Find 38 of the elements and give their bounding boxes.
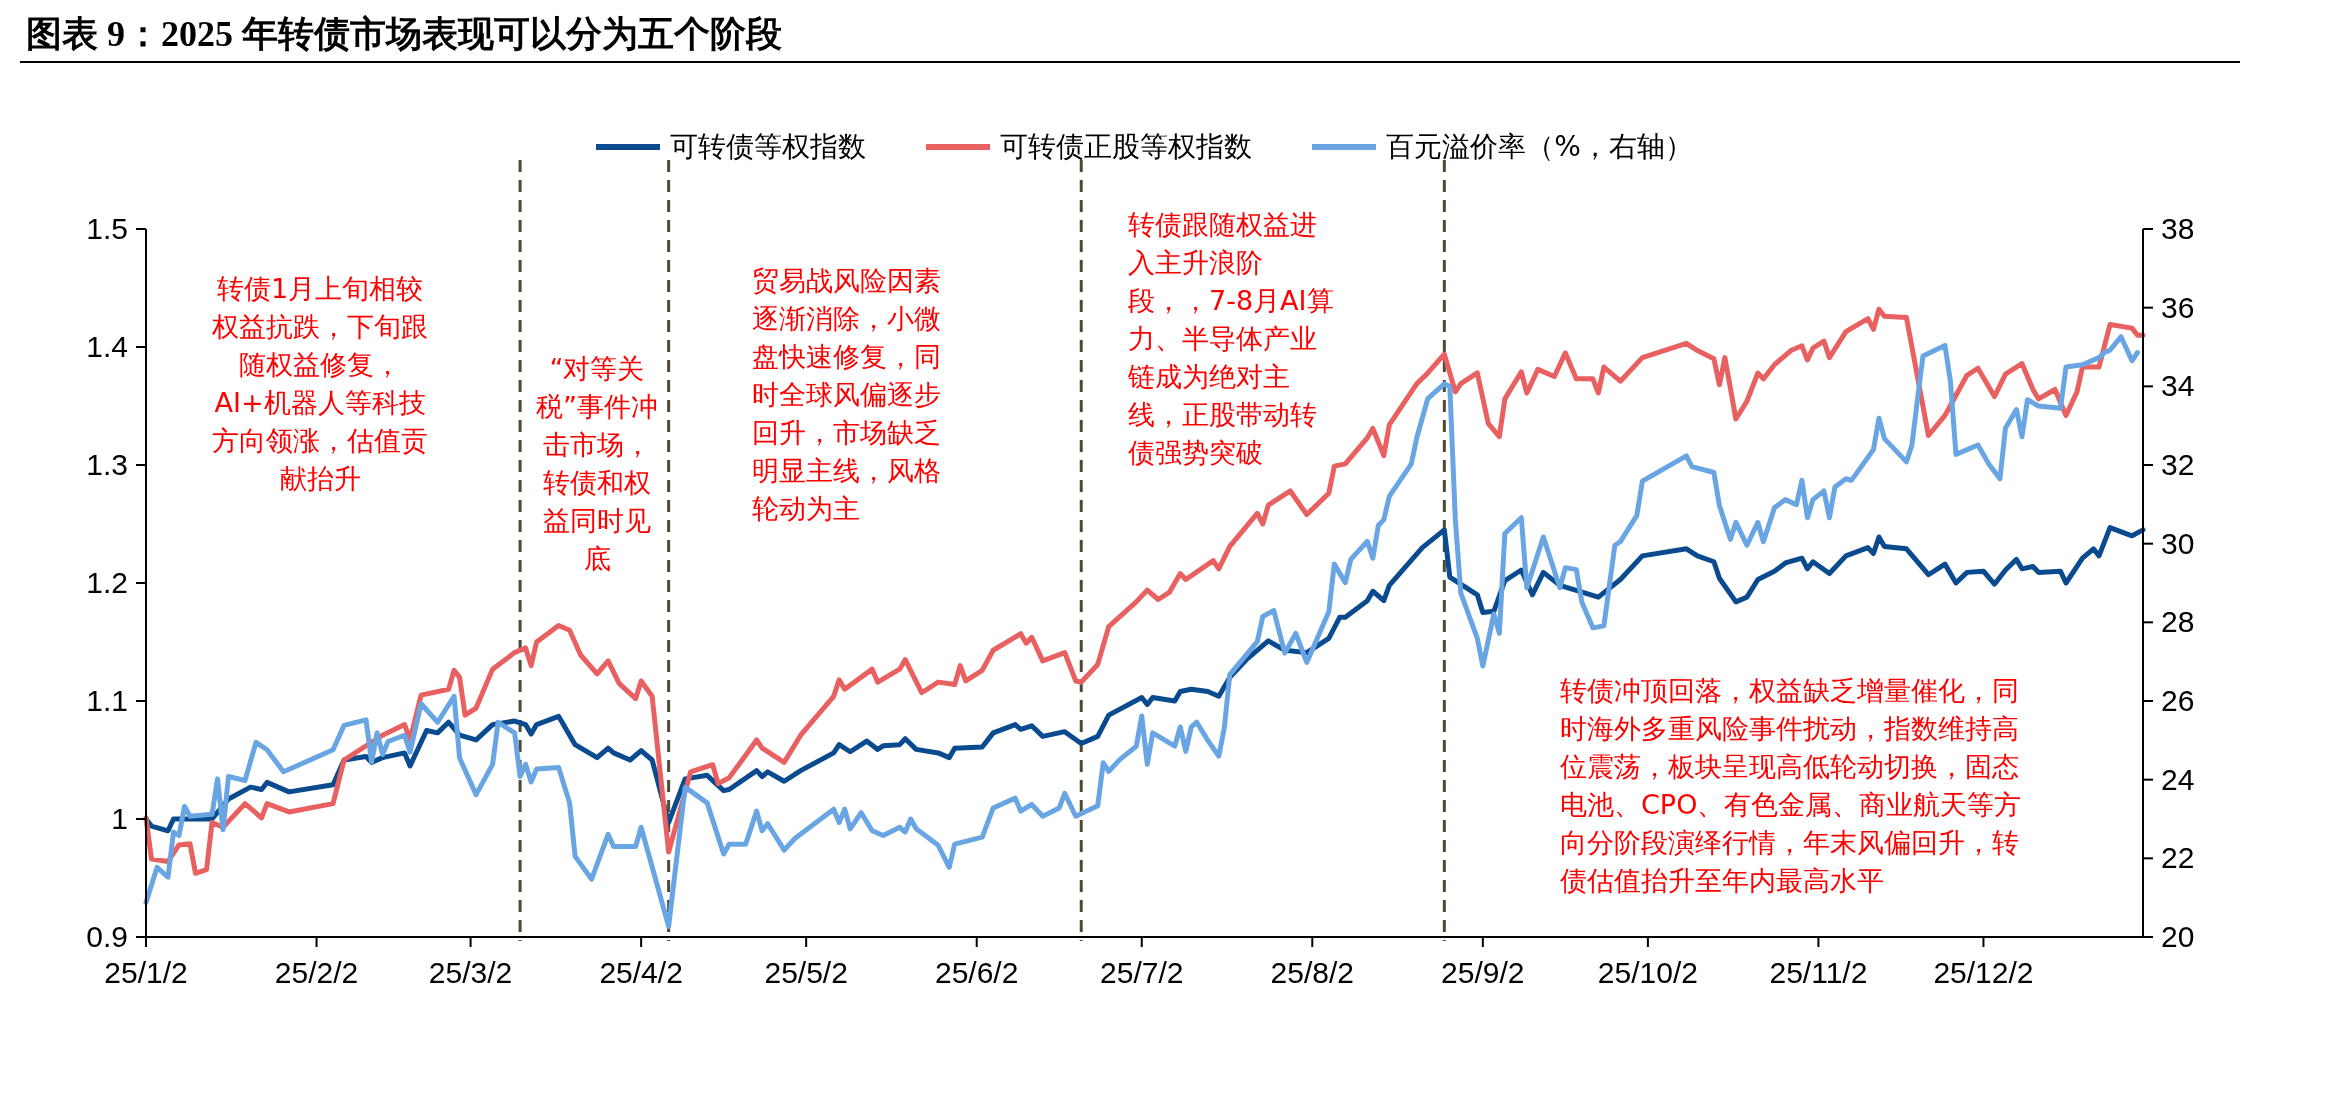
y-tick-label: 1.4	[86, 330, 128, 363]
y2-tick-label: 36	[2161, 290, 2195, 324]
legend-label: 可转债正股等权指数	[1000, 129, 1253, 165]
x-tick-label: 25/11/2	[1769, 956, 1868, 989]
y2-tick-label: 24	[2161, 762, 2195, 796]
annotation: 贸易战风险因素逐渐消除，小微盘快速修复，同时全球风偏逐步回升，市场缺乏明显主线，风格轮动为主	[752, 264, 942, 526]
x-tick-label: 25/5/2	[764, 956, 848, 989]
annotation: 转债跟随权益进入主升浪阶段，，7-8月AI算力、半导体产业链成为绝对主线，正股带动转债强势突破	[1128, 208, 1335, 470]
x-tick-label: 25/1/2	[104, 956, 188, 989]
y-tick-label: 1.1	[86, 684, 128, 717]
legend-label: 百元溢价率（%，右轴）	[1386, 129, 1693, 165]
x-tick-label: 25/10/2	[1597, 956, 1698, 989]
x-tick-label: 25/4/2	[599, 956, 683, 989]
y-tick-label: 1.2	[86, 566, 128, 599]
y-tick-label: 0.9	[86, 920, 128, 953]
x-tick-label: 25/8/2	[1270, 956, 1354, 989]
y2-tick-label: 38	[2161, 212, 2195, 245]
y-tick-label: 1.3	[86, 448, 128, 481]
annotation: “对等关税”事件冲击市场，转债和权益同时见底	[536, 352, 658, 576]
y2-tick-label: 32	[2161, 448, 2195, 481]
x-tick-label: 25/3/2	[428, 956, 513, 989]
x-tick-label: 25/12/2	[1933, 956, 2034, 989]
x-tick-label: 25/2/2	[274, 956, 359, 989]
annotation: 转债冲顶回落，权益缺乏增量催化，同时海外多重风险事件扰动，指数维持高位震荡，板块呈现高低轮动切换，固态电池、CPO、有色金属、商业航天等方向分阶段演绎行情，年末风偏回升，转债估值抬升至年内最高水平	[1560, 674, 2023, 898]
x-tick-label: 25/7/2	[1100, 956, 1184, 989]
chart-title: 图表 9：2025 年转债市场表现可以分为五个阶段	[26, 13, 782, 56]
x-tick-label: 25/9/2	[1441, 956, 1525, 989]
y2-tick-label: 28	[2161, 605, 2195, 639]
y-tick-label: 1	[111, 802, 128, 835]
y2-tick-label: 22	[2161, 841, 2195, 875]
annotation: 转债1月上旬相较权益抗跌，下旬跟随权益修复，AI+机器人等科技方向领涨，估值贡献抬升	[212, 272, 428, 496]
y-tick-label: 1.5	[86, 212, 128, 245]
legend-label: 可转债等权指数	[670, 129, 867, 165]
x-tick-label: 25/6/2	[935, 956, 1019, 989]
y2-tick-label: 26	[2161, 684, 2195, 717]
y2-tick-label: 30	[2161, 526, 2195, 560]
y2-tick-label: 20	[2161, 920, 2195, 953]
y2-tick-label: 34	[2161, 369, 2195, 403]
